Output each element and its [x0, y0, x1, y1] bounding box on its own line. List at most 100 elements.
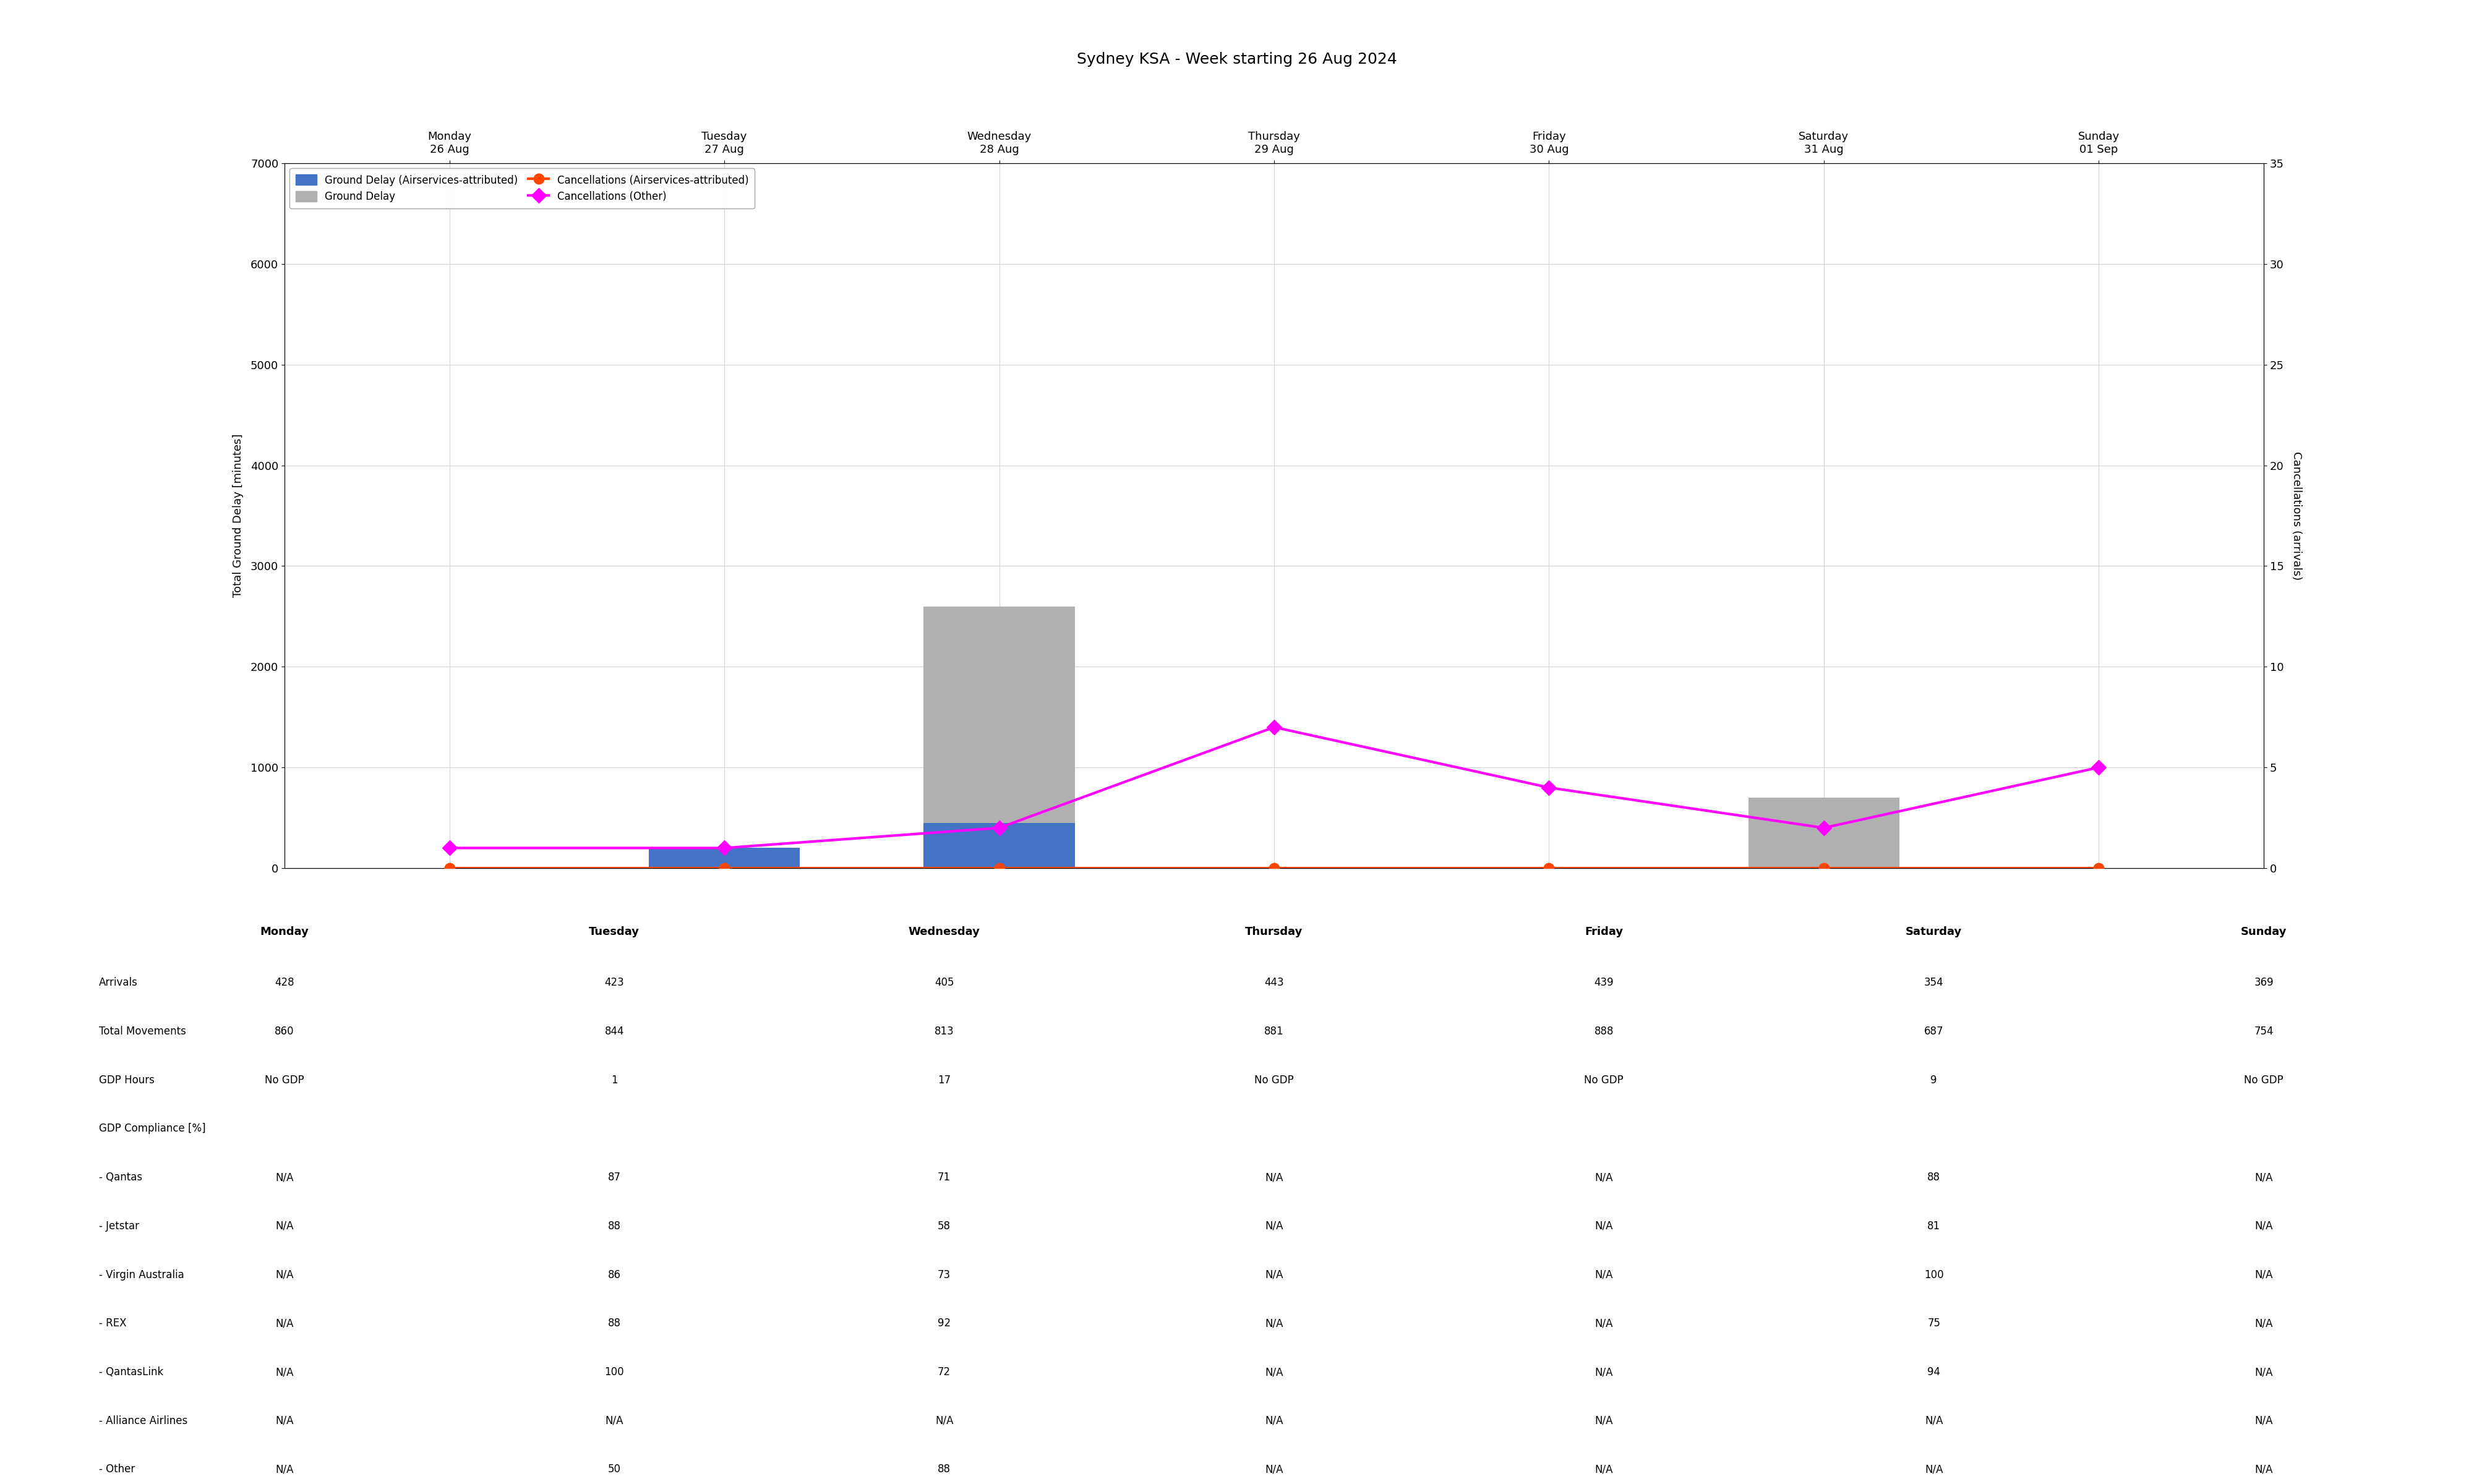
Text: 881: 881 — [1264, 1025, 1284, 1037]
Bar — [923, 607, 1074, 868]
Text: 687: 687 — [1925, 1025, 1945, 1037]
Cancellations (Other) — [1259, 718, 1289, 736]
Text: 88: 88 — [938, 1463, 950, 1475]
Text: - Virgin Australia: - Virgin Australia — [99, 1269, 183, 1281]
Text: - QantasLink: - QantasLink — [99, 1367, 163, 1377]
Text: N/A: N/A — [1264, 1416, 1284, 1426]
Text: Monday: Monday — [260, 926, 309, 938]
Cancellations (Airservices-attributed) — [1808, 859, 1838, 877]
Text: Wednesday: Wednesday — [908, 926, 980, 938]
Cancellations (Airservices-attributed) — [1259, 859, 1289, 877]
Text: - Other: - Other — [99, 1463, 136, 1475]
Cancellations (Airservices-attributed) — [1534, 859, 1564, 877]
Text: 88: 88 — [1927, 1172, 1940, 1183]
Text: N/A: N/A — [1264, 1463, 1284, 1475]
Bar — [1749, 798, 1900, 868]
Text: Saturday: Saturday — [1905, 926, 1962, 938]
Text: N/A: N/A — [1596, 1463, 1613, 1475]
Cancellations (Other) — [1534, 779, 1564, 797]
Text: N/A: N/A — [2254, 1367, 2274, 1377]
Legend: Ground Delay (Airservices-attributed), Ground Delay, Cancellations (Airservices-: Ground Delay (Airservices-attributed), G… — [289, 168, 755, 208]
Cancellations (Other) — [2083, 758, 2113, 776]
Text: 888: 888 — [1593, 1025, 1613, 1037]
Text: N/A: N/A — [275, 1269, 294, 1281]
Text: 17: 17 — [938, 1074, 950, 1086]
Text: No GDP: No GDP — [2244, 1074, 2284, 1086]
Cancellations (Other) — [985, 819, 1014, 837]
Bar — [648, 847, 799, 868]
Y-axis label: Cancellations (arrivals): Cancellations (arrivals) — [2291, 451, 2301, 580]
Cancellations (Other) — [1808, 819, 1838, 837]
Text: N/A: N/A — [1925, 1416, 1942, 1426]
Text: N/A: N/A — [2254, 1269, 2274, 1281]
Text: N/A: N/A — [1264, 1318, 1284, 1330]
Text: N/A: N/A — [1925, 1463, 1942, 1475]
Text: 423: 423 — [604, 976, 623, 988]
Text: 9: 9 — [1930, 1074, 1937, 1086]
Text: 369: 369 — [2254, 976, 2274, 988]
Text: N/A: N/A — [1264, 1220, 1284, 1232]
Text: 860: 860 — [275, 1025, 294, 1037]
Text: 75: 75 — [1927, 1318, 1940, 1330]
Text: Tuesday: Tuesday — [589, 926, 641, 938]
Text: - Jetstar: - Jetstar — [99, 1220, 139, 1232]
Text: 88: 88 — [609, 1220, 621, 1232]
Text: N/A: N/A — [1596, 1416, 1613, 1426]
Text: 354: 354 — [1925, 976, 1945, 988]
Text: N/A: N/A — [935, 1416, 952, 1426]
Line: Cancellations (Other): Cancellations (Other) — [445, 723, 2103, 853]
Text: Friday: Friday — [1586, 926, 1623, 938]
Text: N/A: N/A — [2254, 1463, 2274, 1475]
Text: N/A: N/A — [275, 1220, 294, 1232]
Text: 94: 94 — [1927, 1367, 1940, 1377]
Text: 71: 71 — [938, 1172, 950, 1183]
Text: 754: 754 — [2254, 1025, 2274, 1037]
Text: N/A: N/A — [2254, 1220, 2274, 1232]
Text: - Qantas: - Qantas — [99, 1172, 143, 1183]
Text: N/A: N/A — [275, 1318, 294, 1330]
Text: 87: 87 — [609, 1172, 621, 1183]
Text: N/A: N/A — [2254, 1318, 2274, 1330]
Bar — [923, 822, 1074, 868]
Text: 100: 100 — [604, 1367, 623, 1377]
Text: - Alliance Airlines: - Alliance Airlines — [99, 1416, 188, 1426]
Cancellations (Other) — [435, 838, 465, 856]
Text: 72: 72 — [938, 1367, 950, 1377]
Text: - REX: - REX — [99, 1318, 126, 1330]
Text: 81: 81 — [1927, 1220, 1940, 1232]
Text: 405: 405 — [935, 976, 955, 988]
Text: 92: 92 — [938, 1318, 950, 1330]
Text: N/A: N/A — [2254, 1172, 2274, 1183]
Text: N/A: N/A — [1596, 1269, 1613, 1281]
Text: 100: 100 — [1925, 1269, 1945, 1281]
Text: No GDP: No GDP — [1254, 1074, 1294, 1086]
Cancellations (Airservices-attributed) — [2083, 859, 2113, 877]
Text: 439: 439 — [1593, 976, 1613, 988]
Cancellations (Other) — [710, 838, 740, 856]
Y-axis label: Total Ground Delay [minutes]: Total Ground Delay [minutes] — [233, 433, 242, 598]
Text: N/A: N/A — [1596, 1220, 1613, 1232]
Text: 428: 428 — [275, 976, 294, 988]
Text: 443: 443 — [1264, 976, 1284, 988]
Text: 73: 73 — [938, 1269, 950, 1281]
Text: N/A: N/A — [275, 1367, 294, 1377]
Text: N/A: N/A — [1596, 1172, 1613, 1183]
Text: Total Movements: Total Movements — [99, 1025, 186, 1037]
Text: N/A: N/A — [1264, 1172, 1284, 1183]
Text: N/A: N/A — [1264, 1269, 1284, 1281]
Text: No GDP: No GDP — [1583, 1074, 1623, 1086]
Text: N/A: N/A — [1596, 1367, 1613, 1377]
Text: Sydney KSA - Week starting 26 Aug 2024: Sydney KSA - Week starting 26 Aug 2024 — [1076, 52, 1398, 67]
Text: 86: 86 — [609, 1269, 621, 1281]
Text: 844: 844 — [604, 1025, 623, 1037]
Text: N/A: N/A — [1596, 1318, 1613, 1330]
Text: 813: 813 — [935, 1025, 955, 1037]
Text: Thursday: Thursday — [1244, 926, 1304, 938]
Text: N/A: N/A — [2254, 1416, 2274, 1426]
Text: N/A: N/A — [275, 1463, 294, 1475]
Text: Sunday: Sunday — [2241, 926, 2286, 938]
Text: 88: 88 — [609, 1318, 621, 1330]
Cancellations (Airservices-attributed) — [435, 859, 465, 877]
Line: Cancellations (Airservices-attributed): Cancellations (Airservices-attributed) — [445, 864, 2103, 873]
Text: 1: 1 — [611, 1074, 618, 1086]
